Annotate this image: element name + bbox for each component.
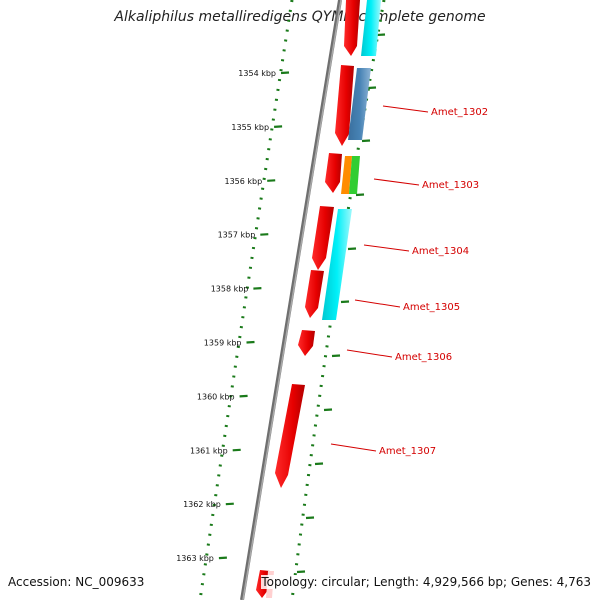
gene-arrow[interactable] [298, 330, 315, 356]
gene-label[interactable]: Amet_1307 [379, 446, 436, 457]
genome-backbone [240, 0, 342, 600]
gene-arrow[interactable] [312, 206, 334, 270]
gene-label[interactable]: Amet_1306 [395, 352, 452, 363]
kbp-tick-label: 1361 kbp [190, 446, 228, 455]
outer-tick-mark [331, 354, 341, 358]
outer-tick-mark [361, 139, 371, 143]
kbp-tick-mark [253, 287, 262, 290]
outer-tick-mark [305, 516, 315, 520]
gene-arrow[interactable] [335, 65, 354, 146]
outer-tick-mark [296, 570, 306, 574]
outer-tick-mark [340, 300, 350, 304]
inner-dotted-ring [198, 0, 294, 600]
outer-tick-mark [367, 86, 377, 90]
outer-tick-mark [355, 193, 365, 197]
outer-tick-mark [347, 247, 357, 251]
gene-label-leader [346, 349, 393, 358]
kbp-tick-label: 1359 kbp [204, 339, 242, 348]
gene-label-leader [382, 105, 429, 113]
outer-tick-mark [314, 462, 324, 466]
genome-backbone-highlight [242, 0, 342, 600]
kbp-tick-label: 1362 kbp [183, 500, 221, 509]
gene-arrow[interactable] [305, 270, 324, 318]
kbp-tick-mark [274, 125, 283, 128]
gene-label[interactable]: Amet_1303 [422, 180, 479, 191]
gene-arrow[interactable] [325, 153, 342, 193]
gene-block-orange[interactable] [341, 156, 352, 194]
gene-label-leader [373, 178, 420, 186]
outer-tick-mark [323, 408, 333, 412]
kbp-tick-mark [239, 394, 248, 398]
kbp-tick-label: 1357 kbp [218, 231, 256, 240]
gene-block-green[interactable] [349, 156, 360, 194]
kbp-tick-label: 1355 kbp [231, 123, 269, 132]
gene-label-leader [330, 443, 377, 452]
kbp-tick-label: 1360 kbp [197, 392, 235, 401]
map-title: Alkaliphilus metalliredigens QYMF, compl… [114, 9, 486, 25]
kbp-tick-mark [246, 340, 255, 344]
gene-arrow[interactable] [344, 0, 360, 56]
gene-block-cyan[interactable] [361, 0, 381, 56]
kbp-tick-label: 1363 kbp [176, 554, 214, 563]
kbp-tick-mark [232, 448, 241, 452]
kbp-tick-mark [267, 179, 276, 182]
kbp-tick-label: 1354 kbp [238, 69, 276, 78]
outer-tick-mark [376, 33, 386, 37]
accession-text: Accession: NC_009633 [8, 575, 145, 589]
kbp-tick-mark [280, 71, 290, 75]
gene-label-leader [354, 299, 401, 308]
gene-label-leader [363, 244, 410, 252]
gene-blocks [322, 0, 381, 320]
kbp-tick-label: 1356 kbp [224, 177, 262, 186]
gene-block-cyan[interactable] [322, 209, 352, 320]
kbp-tick-mark [260, 233, 269, 236]
gene-label[interactable]: Amet_1304 [412, 246, 469, 257]
kbp-tick-mark [225, 502, 234, 506]
genome-summary-text: Topology: circular; Length: 4,929,566 bp… [261, 575, 591, 589]
gene-arrows [256, 0, 360, 598]
kbp-tick-mark [218, 556, 227, 560]
gene-block-steelblue[interactable] [348, 68, 371, 140]
gene-label[interactable]: Amet_1302 [431, 107, 488, 118]
kbp-tick-label: 1358 kbp [211, 285, 249, 294]
gene-arrow[interactable] [275, 384, 305, 488]
gene-label[interactable]: Amet_1305 [403, 302, 460, 313]
